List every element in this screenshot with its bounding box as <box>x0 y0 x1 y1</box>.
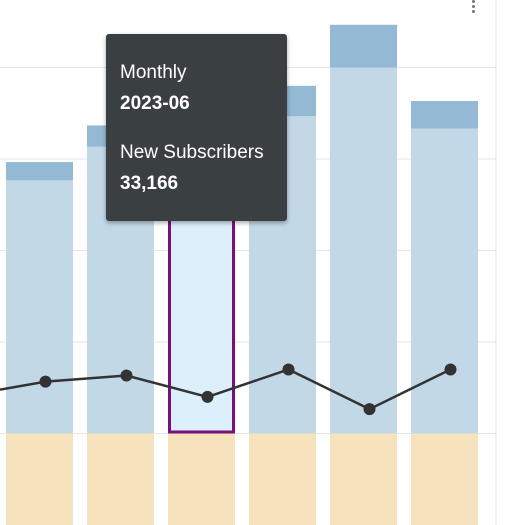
line-layer <box>0 363 457 416</box>
line-point <box>444 363 457 376</box>
bar-top-segment <box>6 162 73 181</box>
bar-base-segment <box>168 433 235 525</box>
line-point <box>201 390 214 403</box>
bar-top-segment <box>330 24 397 68</box>
bar-main-segment <box>411 128 478 434</box>
bar-main-segment <box>330 67 397 434</box>
bar-base-segment <box>6 433 73 525</box>
tooltip: Monthly 2023-06 New Subscribers 33,166 <box>106 34 287 221</box>
more-vert-icon[interactable] <box>470 0 476 14</box>
bar-base-segment <box>249 433 316 525</box>
tooltip-period-label: Monthly <box>120 62 187 83</box>
bar-base-segment <box>330 433 397 525</box>
line-point <box>39 375 52 388</box>
tooltip-metric-label: New Subscribers <box>120 142 264 163</box>
tooltip-period-value: 2023-06 <box>120 93 190 114</box>
tooltip-metric-value: 33,166 <box>120 173 179 194</box>
line-point <box>282 363 295 376</box>
line-point <box>120 369 133 382</box>
bar-top-segment <box>411 101 478 129</box>
bar-base-segment <box>87 433 154 525</box>
bar-base-segment <box>411 433 478 525</box>
line-point <box>363 403 376 416</box>
bar-main-segment <box>6 180 73 434</box>
